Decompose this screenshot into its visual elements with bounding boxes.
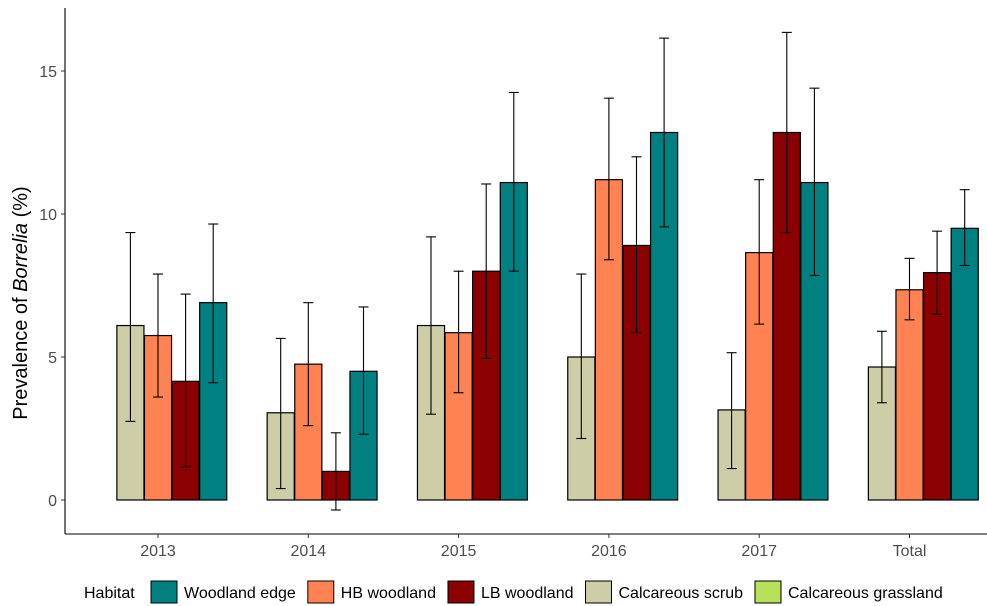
y-tick-label: 0: [48, 493, 57, 510]
axes: [64, 8, 987, 535]
bar: [950, 227, 979, 501]
y-axis-ticks: 0 5 10 15: [39, 64, 65, 510]
y-tick-label: 5: [48, 350, 57, 367]
bar: [895, 289, 924, 501]
legend-label: Calcareous scrub: [618, 585, 743, 602]
legend-key: [584, 580, 612, 604]
y-tick-label: 15: [39, 64, 57, 81]
legend-label: Woodland edge: [184, 585, 296, 602]
y-axis-title-italic: Borrelia: [10, 223, 32, 292]
y-axis-title-part: (%): [10, 186, 32, 223]
legend-title: Habitat: [84, 585, 135, 602]
y-axis-title: Prevalence of Borrelia (%): [10, 186, 32, 419]
x-tick-label: 2014: [291, 543, 327, 560]
legend-key: [150, 580, 178, 604]
bars: [116, 131, 979, 501]
error-bars: [125, 31, 970, 511]
x-axis-ticks: 2013 2014 2015 2016 2017 Total: [140, 534, 926, 560]
x-tick-label: 2016: [591, 543, 627, 560]
x-tick-label: Total: [893, 543, 927, 560]
y-axis-title-part: Prevalence of: [10, 292, 32, 420]
legend-label: Calcareous grassland: [788, 585, 943, 602]
legend-key: [447, 580, 475, 604]
legend-key: [754, 580, 782, 604]
x-tick-label: 2015: [441, 543, 477, 560]
legend-label: LB woodland: [481, 585, 574, 602]
legend-key: [307, 580, 335, 604]
y-tick-label: 10: [39, 207, 57, 224]
bar: [800, 181, 829, 501]
x-tick-label: 2013: [140, 543, 176, 560]
legend: Habitat Woodland edge HB woodland LB woodl…: [84, 580, 943, 604]
legend-label: HB woodland: [341, 585, 436, 602]
x-tick-label: 2017: [741, 543, 777, 560]
